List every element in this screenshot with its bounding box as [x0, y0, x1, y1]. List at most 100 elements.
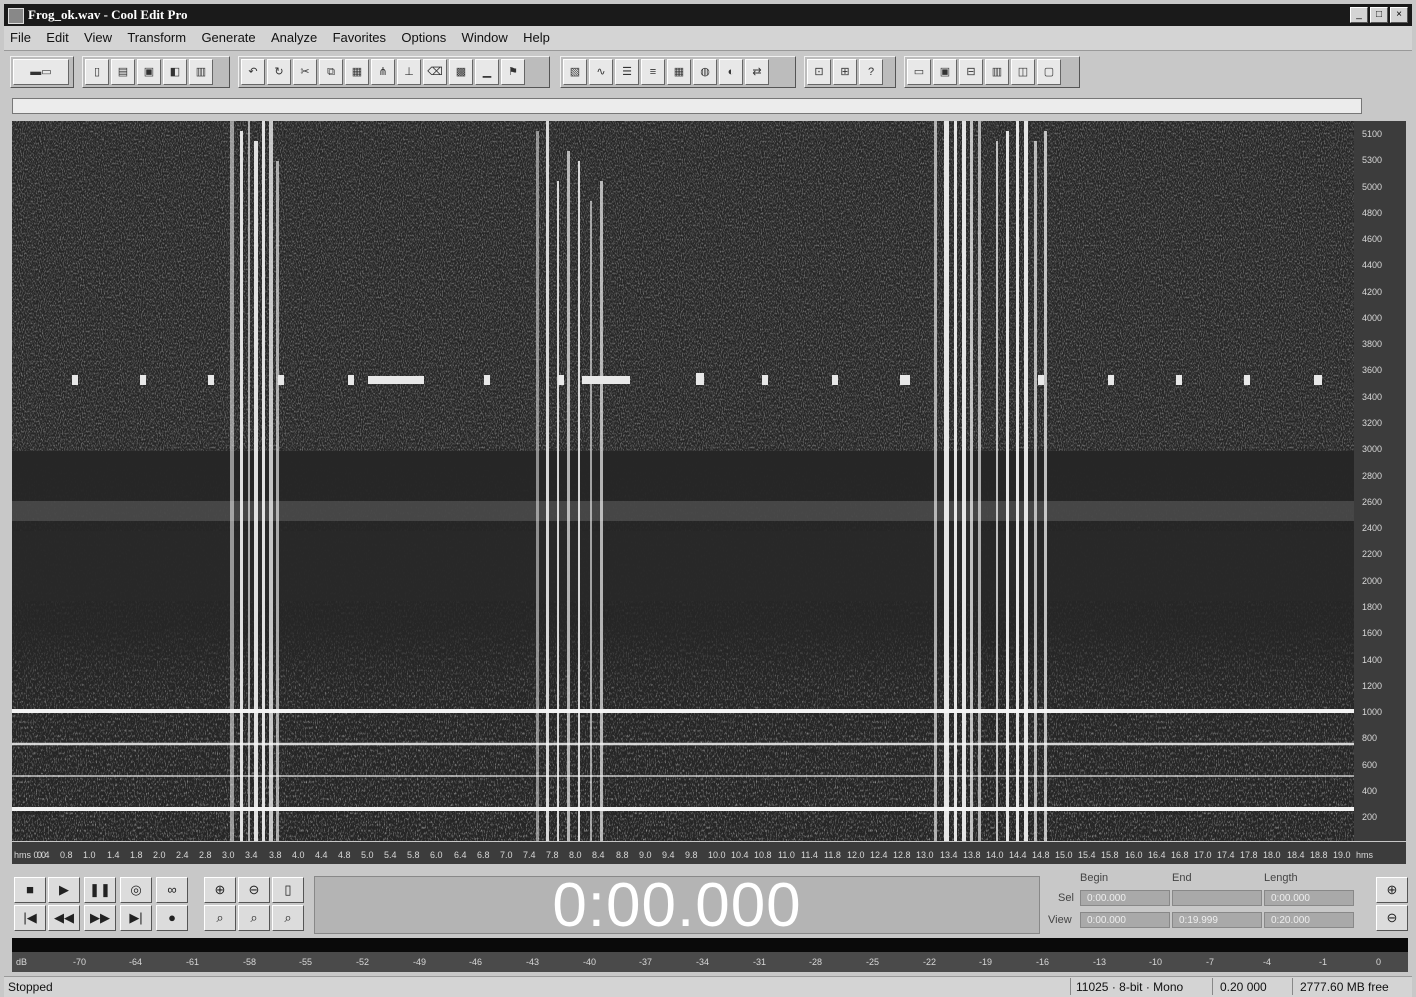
time-tick-label: 6.8: [477, 850, 490, 860]
time-tick-label: 1.0: [83, 850, 96, 860]
play-button[interactable]: ▶: [48, 877, 80, 903]
zoom-selection-icon[interactable]: ⌕: [204, 905, 236, 931]
frequency-tick-label: 5300: [1362, 155, 1383, 165]
frequency-tick-label: 2000: [1362, 576, 1383, 586]
frequency-tick-label: 3600: [1362, 365, 1383, 375]
noise-reduction-icon[interactable]: ◍: [693, 59, 717, 85]
silence-icon[interactable]: ▁: [475, 59, 499, 85]
sel-begin-field[interactable]: 0:00.000: [1080, 890, 1170, 906]
time-tick-label: 19.0: [1333, 850, 1351, 860]
undo-icon[interactable]: ↶: [241, 59, 265, 85]
time-tick-label: 8.8: [616, 850, 629, 860]
zoom-right-icon[interactable]: ⌕: [272, 905, 304, 931]
frequency-tick-label: 600: [1362, 760, 1378, 770]
view-end-field[interactable]: 0:19.999: [1172, 912, 1262, 928]
menu-file[interactable]: File: [10, 30, 31, 45]
close-file-icon[interactable]: ▥: [189, 59, 213, 85]
copy-icon[interactable]: ⧉: [319, 59, 343, 85]
menu-view[interactable]: View: [84, 30, 112, 45]
sel-length-field[interactable]: 0:00.000: [1264, 890, 1354, 906]
menu-favorites[interactable]: Favorites: [332, 30, 387, 45]
view-multitrack-icon[interactable]: ▥: [985, 59, 1009, 85]
time-tick-label: 18.0: [1263, 850, 1281, 860]
minimize-icon[interactable]: _: [1350, 7, 1368, 23]
time-tick-label: 16.8: [1171, 850, 1189, 860]
time-tick-label: 16.0: [1125, 850, 1143, 860]
menu-generate[interactable]: Generate: [201, 30, 256, 45]
zoom-full-icon[interactable]: ▯: [272, 877, 304, 903]
menu-help[interactable]: Help: [523, 30, 550, 45]
view-spectral-icon[interactable]: ▣: [933, 59, 957, 85]
new-file-icon[interactable]: ▯: [85, 59, 109, 85]
menu-analyze[interactable]: Analyze: [270, 30, 318, 45]
markers-icon[interactable]: ⚑: [501, 59, 525, 85]
zoom-in-icon[interactable]: ⊕: [204, 877, 236, 903]
frequency-tick-label: 4600: [1362, 234, 1383, 244]
edit-view-toggle-icon[interactable]: ▬▭: [13, 59, 69, 85]
maximize-icon[interactable]: □: [1370, 7, 1388, 23]
stop-button[interactable]: ■: [14, 877, 46, 903]
meter-tick-label: -31: [753, 957, 767, 967]
go-to-start-button[interactable]: |◀: [14, 905, 46, 931]
waveform-icon[interactable]: ∿: [589, 59, 613, 85]
spectral-view-icon[interactable]: ▧: [563, 59, 587, 85]
call-bursts: [230, 121, 1047, 841]
menu-transform[interactable]: Transform: [127, 30, 187, 45]
cut-icon[interactable]: ✂: [293, 59, 317, 85]
view-frequency-icon[interactable]: ⊟: [959, 59, 983, 85]
vertical-zoom-out-icon[interactable]: ⊖: [1376, 905, 1408, 931]
meter-tick-label: 0: [1376, 957, 1382, 967]
meter-tick-label: -55: [299, 957, 313, 967]
app-icon[interactable]: [8, 8, 24, 24]
loop-button[interactable]: ∞: [156, 877, 188, 903]
zoom-left-icon[interactable]: ⌕: [238, 905, 270, 931]
time-tick-label: 14.4: [1009, 850, 1027, 860]
repeat-icon[interactable]: ↻: [267, 59, 291, 85]
pitch-icon[interactable]: ◐: [719, 59, 743, 85]
pause-button[interactable]: ❚❚: [84, 877, 116, 903]
delete-icon[interactable]: ⌫: [423, 59, 447, 85]
script-icon[interactable]: ⊡: [807, 59, 831, 85]
close-icon[interactable]: ×: [1390, 7, 1408, 23]
fast-forward-button[interactable]: ▶▶: [84, 905, 116, 931]
open-file-icon[interactable]: ▤: [111, 59, 135, 85]
menu-options[interactable]: Options: [401, 30, 447, 45]
time-tick-label: 2.8: [199, 850, 212, 860]
rewind-button[interactable]: ◀◀: [48, 905, 80, 931]
meter-tick-label: dB: [16, 957, 28, 967]
time-tick-label: 7.8: [546, 850, 559, 860]
save-as-icon[interactable]: ◧: [163, 59, 187, 85]
frequency-tick-label: 4000: [1362, 313, 1383, 323]
waveform-overview-bar[interactable]: [12, 98, 1362, 114]
view-info-icon[interactable]: ▢: [1037, 59, 1061, 85]
vertical-zoom-in-icon[interactable]: ⊕: [1376, 877, 1408, 903]
view-length-field[interactable]: 0:20.000: [1264, 912, 1354, 928]
spectrogram-display[interactable]: [12, 121, 1354, 841]
play-to-end-button[interactable]: ◎: [120, 877, 152, 903]
view-begin-field[interactable]: 0:00.000: [1080, 912, 1170, 928]
help-icon[interactable]: ?: [859, 59, 883, 85]
amplify-icon[interactable]: ☰: [615, 59, 639, 85]
length-header: Length: [1264, 872, 1298, 884]
batch-icon[interactable]: ⊞: [833, 59, 857, 85]
zoom-out-icon[interactable]: ⊖: [238, 877, 270, 903]
time-ruler[interactable]: hms 0.0 0.4 0.8 1.0 1.4 1.8 2.0 2.4 2.8 3.0 3.4 3.8…: [12, 842, 1406, 864]
paste-icon[interactable]: ▦: [345, 59, 369, 85]
select-all-icon[interactable]: ▩: [449, 59, 473, 85]
menu-edit[interactable]: Edit: [46, 30, 69, 45]
record-button[interactable]: ●: [156, 905, 188, 931]
meter-tick-label: -13: [1093, 957, 1107, 967]
time-tick-label: 18.4: [1287, 850, 1305, 860]
save-file-icon[interactable]: ▣: [137, 59, 161, 85]
sel-end-field[interactable]: [1172, 890, 1262, 906]
view-waveform-icon[interactable]: ▭: [907, 59, 931, 85]
grid-icon[interactable]: ▦: [667, 59, 691, 85]
filter-icon[interactable]: ≡: [641, 59, 665, 85]
go-to-end-button[interactable]: ▶|: [120, 905, 152, 931]
view-cd-icon[interactable]: ◫: [1011, 59, 1035, 85]
trim-icon[interactable]: ⊥: [397, 59, 421, 85]
time-tick-label: 4.4: [315, 850, 328, 860]
menu-window[interactable]: Window: [461, 30, 508, 45]
reverse-icon[interactable]: ⇄: [745, 59, 769, 85]
mix-paste-icon[interactable]: ⋔: [371, 59, 395, 85]
